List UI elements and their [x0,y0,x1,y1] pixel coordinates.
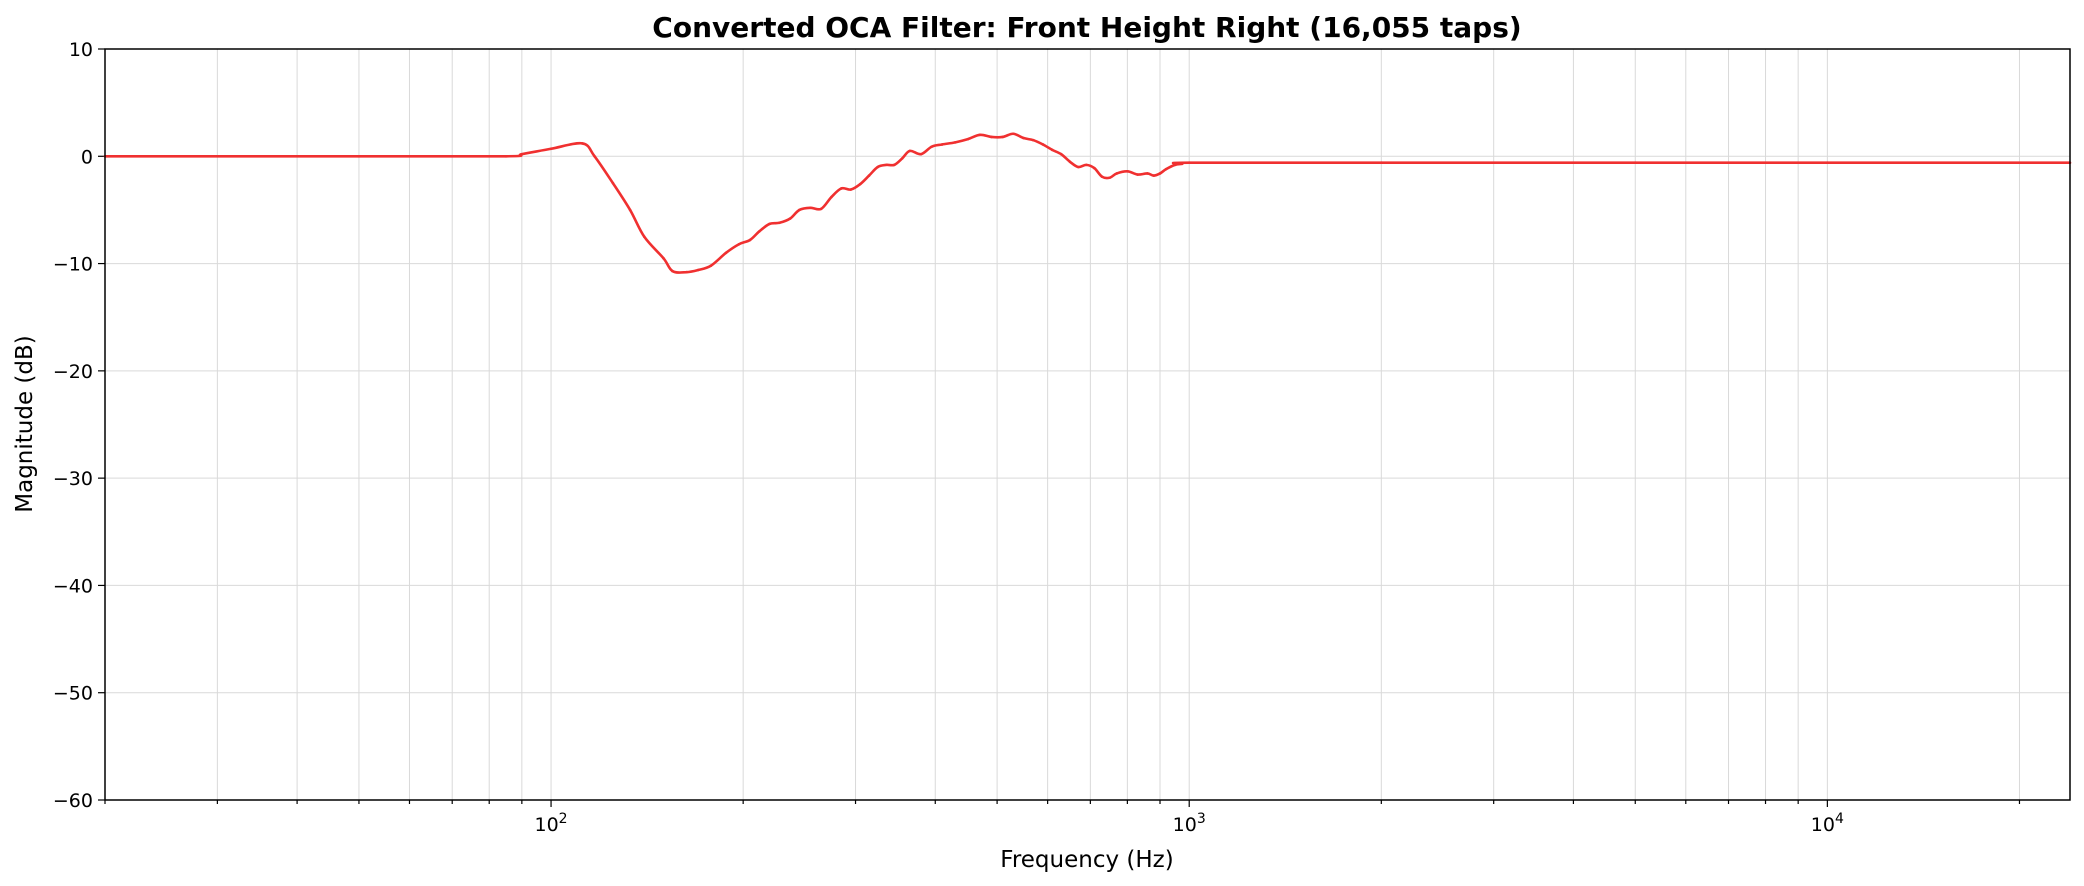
data-point [809,206,812,210]
data-point [1180,162,1184,166]
data-point [1146,172,1149,175]
data-point [892,163,896,167]
data-point [671,269,674,273]
data-point [768,222,771,226]
data-point [1041,143,1045,146]
data-point [1085,163,1088,167]
data-point [884,163,888,167]
data-point [685,270,688,274]
data-point [954,141,957,144]
data-point [724,251,728,255]
data-point [1115,172,1119,175]
y-tick-label: −60 [53,790,93,812]
y-tick-label: −50 [53,683,93,705]
data-point [1380,161,1383,165]
data-point [778,221,781,225]
data-point [798,208,801,212]
plot-frame [104,48,2071,801]
data-point [849,188,853,191]
data-point [978,133,982,137]
data-point [876,165,880,169]
data-point [1059,152,1063,156]
data-point [709,264,713,268]
data-point [788,217,792,220]
y-tick-label: −40 [53,575,93,597]
y-tick-label: 0 [81,146,93,168]
data-point [1108,176,1111,180]
data-point [966,137,970,141]
data-point [1032,138,1035,142]
data-point [990,135,993,139]
data-point [549,147,553,151]
data-point [1011,132,1015,136]
x-tick-label: 104 [1811,811,1844,836]
data-point [1158,172,1162,175]
data-point [1001,135,1004,139]
data-point [858,182,862,186]
data-point [581,142,584,145]
data-point [1076,165,1080,169]
data-point [504,154,508,158]
data-point [930,145,934,148]
y-tick-label: 10 [69,39,93,61]
data-point [628,208,632,212]
data-point [1068,160,1072,163]
data-point [1022,136,1025,140]
data-point [830,195,833,199]
data-point [758,230,761,233]
data-point [1126,170,1129,173]
data-point [1136,173,1139,176]
data-point [696,268,700,272]
data-point [908,149,912,153]
y-axis-label: Magnitude (dB) [12,335,38,513]
data-point [611,181,615,185]
x-tick-label: 103 [1173,811,1206,836]
x-tick-label: 102 [534,811,567,836]
y-tick-label: −10 [53,254,93,276]
data-point [357,154,361,158]
x-axis-label: Frequency (Hz) [1000,847,1173,873]
data-point [840,187,843,190]
tick-labels: 10 0 −10 −20 −30 −40 −50 −60 102 103 104 [53,39,1844,836]
data-point [867,174,871,177]
data-point [1173,163,1177,167]
data-point [940,143,944,146]
chart-title: Converted OCA Filter: Front Height Right… [652,11,1521,44]
data-series [103,132,2072,274]
data-point [819,207,823,211]
data-point [662,256,665,260]
data-point [1152,174,1156,177]
data-point [1187,161,1191,165]
data-point [643,235,646,239]
data-point [1633,161,1637,165]
data-point [737,242,741,246]
data-point [748,238,752,242]
data-point [1164,167,1168,171]
data-point [900,157,904,160]
data-point [1092,166,1096,170]
data-point [1050,148,1054,152]
y-tick-label: −20 [53,361,93,383]
data-point [919,152,923,156]
data-point [1826,161,1829,165]
data-point [593,154,596,158]
y-tick-label: −30 [53,468,93,490]
data-point [520,152,524,156]
data-point [1100,175,1104,178]
